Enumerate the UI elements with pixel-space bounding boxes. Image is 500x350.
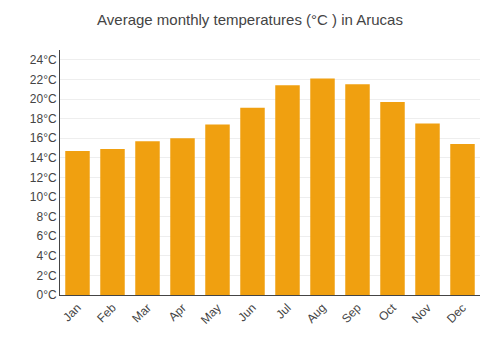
svg-text:10°C: 10°C (30, 190, 57, 204)
svg-text:Apr: Apr (166, 301, 189, 324)
svg-text:Oct: Oct (376, 300, 400, 324)
svg-text:14°C: 14°C (30, 151, 57, 165)
svg-text:18°C: 18°C (30, 112, 57, 126)
svg-text:22°C: 22°C (30, 73, 57, 87)
svg-text:Nov: Nov (409, 301, 434, 326)
svg-text:May: May (198, 301, 224, 327)
svg-text:4°C: 4°C (36, 249, 56, 263)
svg-text:8°C: 8°C (36, 210, 56, 224)
svg-text:Sep: Sep (339, 301, 364, 326)
svg-text:12°C: 12°C (30, 171, 57, 185)
svg-text:Aug: Aug (304, 301, 329, 326)
svg-text:Average monthly temperatures (: Average monthly temperatures (°C ) in Ar… (97, 11, 403, 28)
svg-text:6°C: 6°C (36, 229, 56, 243)
svg-text:Dec: Dec (444, 301, 469, 326)
svg-text:16°C: 16°C (30, 131, 57, 145)
svg-text:Jul: Jul (273, 301, 294, 322)
svg-text:20°C: 20°C (30, 92, 57, 106)
svg-text:2°C: 2°C (36, 269, 56, 283)
svg-text:Mar: Mar (129, 301, 154, 326)
svg-text:24°C: 24°C (30, 53, 57, 67)
svg-text:0°C: 0°C (36, 288, 56, 302)
svg-text:Feb: Feb (94, 301, 119, 326)
svg-text:Jun: Jun (235, 301, 259, 325)
svg-text:Jan: Jan (60, 301, 84, 325)
